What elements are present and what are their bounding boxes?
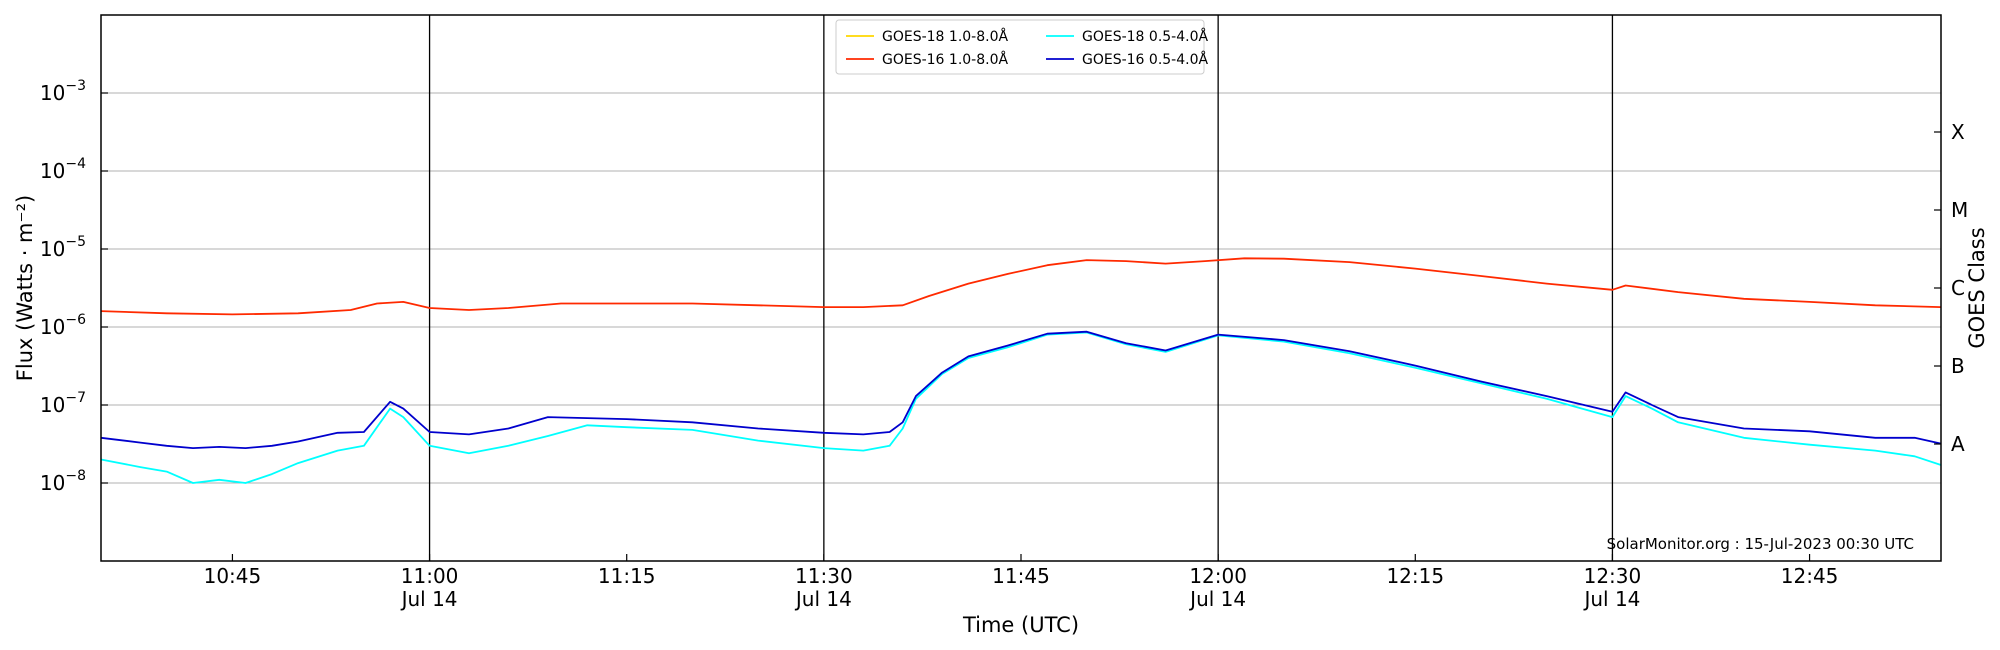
goes-class-label: M (1951, 198, 1968, 222)
x-tick-date-label: Jul 14 (1582, 587, 1640, 611)
y-tick-label: 10−4 (40, 156, 86, 183)
x-tick-label: 11:30 (795, 564, 853, 588)
legend-label: GOES-16 1.0-8.0Å (882, 51, 1008, 68)
y-tick-exponent: −8 (65, 468, 86, 484)
x-tick-date-label: Jul 14 (400, 587, 458, 611)
x-tick-label: 12:00 (1189, 564, 1247, 588)
plot-frame (100, 14, 1942, 562)
series-line-goes-18-0-5-4-0- (100, 331, 1942, 484)
x-tick-date-label: Jul 14 (794, 587, 852, 611)
x-tick-label: 12:30 (1584, 564, 1642, 588)
y-axis-right-title: GOES Class (1965, 227, 1989, 348)
legend-frame (835, 19, 1205, 75)
y-axis-title: Flux (Watts · m⁻²) (13, 195, 37, 381)
credit-text: SolarMonitor.org : 15-Jul-2023 00:30 UTC (1607, 535, 1914, 553)
x-tick-label: 11:00 (401, 564, 459, 588)
legend-label: GOES-18 1.0-8.0Å (882, 28, 1008, 45)
x-tick-label: 10:45 (204, 564, 262, 588)
goes-class-label: C (1951, 276, 1965, 300)
legend-label: GOES-16 0.5-4.0Å (1082, 51, 1208, 68)
y-tick-base: 10 (40, 471, 65, 495)
y-tick-label: 10−5 (40, 234, 86, 261)
y-tick-base: 10 (40, 159, 65, 183)
y-tick-label: 10−6 (40, 312, 86, 339)
x-tick-label: 11:15 (598, 564, 656, 588)
goes-class-label: B (1951, 354, 1965, 378)
y-tick-label: 10−3 (40, 78, 86, 105)
y-tick-exponent: −7 (65, 390, 86, 406)
series-layer (100, 257, 1942, 484)
x-tick-label: 12:15 (1386, 564, 1444, 588)
goes-class-label: A (1951, 432, 1965, 456)
y-tick-base: 10 (40, 393, 65, 417)
x-tick-label: 11:45 (992, 564, 1050, 588)
ticks-layer (101, 92, 1941, 561)
vertical-lines-layer (428, 15, 1614, 561)
y-tick-exponent: −3 (65, 78, 86, 94)
series-line-goes-16-1-0-8-0- (100, 257, 1942, 316)
goes-class-label: X (1951, 120, 1965, 144)
y-tick-exponent: −4 (65, 156, 86, 172)
x-axis-title: Time (UTC) (962, 613, 1079, 637)
y-tick-base: 10 (40, 81, 65, 105)
x-tick-date-label: Jul 14 (1188, 587, 1246, 611)
y-tick-exponent: −5 (65, 234, 86, 250)
y-tick-label: 10−8 (40, 468, 86, 495)
y-tick-base: 10 (40, 237, 65, 261)
x-tick-label: 12:45 (1781, 564, 1839, 588)
y-tick-label: 10−7 (40, 390, 86, 417)
grid-layer (101, 92, 1941, 484)
y-tick-exponent: −6 (65, 312, 86, 328)
series-line-goes-16-0-5-4-0- (100, 330, 1942, 450)
legend-label: GOES-18 0.5-4.0Å (1082, 28, 1208, 45)
legend: GOES-18 1.0-8.0Å GOES-16 1.0-8.0Å GOES-18 … (835, 19, 1208, 75)
y-tick-base: 10 (40, 315, 65, 339)
